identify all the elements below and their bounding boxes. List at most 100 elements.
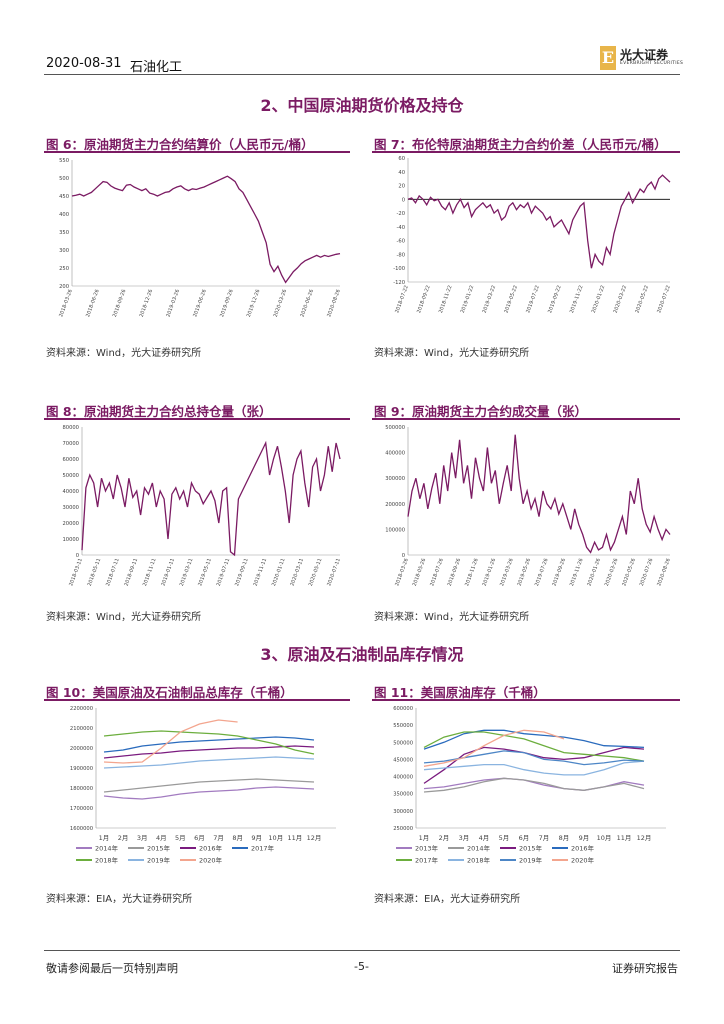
figure-8-title: 图 8：原油期货主力合约总持仓量（张）: [46, 404, 272, 419]
x-tick-label: 9月: [579, 834, 590, 842]
y-tick-label: 400000: [393, 775, 413, 781]
y-tick-label: 20000: [62, 521, 79, 527]
y-tick-label: 20: [398, 184, 405, 190]
x-tick-label: 2020-08-26: [326, 289, 342, 318]
y-tick-label: 80000: [62, 425, 79, 431]
y-tick-label: 600000: [393, 706, 413, 712]
logo-subtitle: EVERBRIGHT SECURITIES: [620, 61, 684, 66]
y-tick-label: 2200000: [70, 706, 93, 712]
y-tick-label: 30000: [62, 505, 79, 511]
x-tick-label: 2018-03-26: [394, 558, 410, 587]
y-tick-label: 250000: [393, 826, 413, 832]
x-tick-label: 7月: [539, 834, 550, 842]
x-tick-label: 2019-05-26: [517, 558, 533, 587]
x-tick-label: 4月: [156, 834, 167, 842]
x-tick-label: 2020-03-26: [604, 558, 620, 587]
figure-10-rule: [44, 699, 350, 701]
y-tick-label: 300000: [385, 476, 405, 482]
y-tick-label: 450: [59, 194, 69, 200]
legend-label: 2017年: [415, 856, 439, 865]
legend-label: 2014年: [95, 844, 119, 853]
x-tick-label: 2019-11-11: [253, 558, 269, 587]
figure-9-chart: 500000 400000 300000 200000 100000 02018-03-2…: [385, 425, 672, 587]
x-tick-label: 1月: [419, 834, 430, 842]
legend-label: 2015年: [147, 844, 171, 853]
series-line-2017年: [103, 736, 315, 753]
x-tick-label: 2018-11-22: [438, 285, 454, 314]
series-line-2019年: [103, 756, 315, 769]
y-tick-label: 1700000: [70, 806, 93, 812]
x-tick-label: 2019-05-11: [197, 558, 213, 587]
y-tick-label: 1600000: [70, 826, 93, 832]
x-tick-label: 2019-12-26: [246, 289, 262, 318]
y-tick-label: 2100000: [70, 726, 93, 732]
y-tick-label: -20: [397, 211, 405, 217]
y-tick-label: 60: [398, 156, 405, 162]
x-tick-label: 5月: [175, 834, 186, 842]
x-tick-label: 2018-07-11: [105, 558, 121, 587]
y-tick-label: -100: [393, 266, 405, 272]
figure-8-source: 资料来源：Wind，光大证券研究所: [46, 612, 202, 623]
figure-8-chart: 80000 70000 60000 50000 40000 30000 20000 10000…: [62, 425, 341, 587]
x-tick-label: 6月: [519, 834, 530, 842]
x-tick-label: 2019-09-26: [219, 289, 235, 318]
x-tick-label: 2018-11-26: [464, 558, 480, 587]
series-line-2020年: [423, 729, 565, 767]
y-tick-label: 1900000: [70, 766, 93, 772]
figure-11-source: 资料来源：EIA，光大证券研究所: [374, 894, 521, 905]
x-tick-label: 2018-05-26: [412, 558, 428, 587]
x-tick-label: 2019-07-26: [534, 558, 550, 587]
x-tick-label: 2020-01-22: [591, 285, 607, 314]
figure-9-source: 资料来源：Wind，光大证券研究所: [374, 612, 530, 623]
series-line-f7: [407, 174, 671, 269]
x-tick-label: 2019-05-22: [503, 285, 519, 314]
x-tick-label: 2018-09-26: [112, 289, 128, 318]
y-tick-label: 350: [59, 230, 69, 236]
x-tick-label: 2018-03-26: [58, 289, 74, 318]
y-tick-label: 50000: [62, 473, 79, 479]
figure-9-rule: [372, 418, 680, 420]
legend-label: 2014年: [467, 844, 491, 853]
y-tick-label: 0: [76, 553, 79, 559]
series-line-2018年: [423, 760, 645, 776]
y-tick-label: 450000: [393, 757, 413, 763]
x-tick-label: 5月: [499, 834, 510, 842]
report-date: 2020-08-31: [46, 56, 122, 71]
y-tick-label: 2000000: [70, 746, 93, 752]
x-tick-label: 11月: [617, 834, 632, 842]
x-tick-label: 2018-09-11: [124, 558, 140, 587]
series-line-f9: [407, 434, 671, 554]
figure-6-rule: [44, 151, 350, 153]
y-tick-label: 40: [398, 170, 405, 176]
y-tick-label: -120: [393, 280, 405, 286]
x-tick-label: 2019-01-26: [482, 558, 498, 587]
figure-10-source: 资料来源：EIA，光大证券研究所: [46, 894, 193, 905]
x-tick-label: 1月: [99, 834, 110, 842]
x-tick-label: 2020-05-22: [634, 285, 650, 314]
legend-label: 2018年: [95, 856, 119, 865]
y-tick-label: 1800000: [70, 786, 93, 792]
x-tick-label: 2019-01-11: [160, 558, 176, 587]
legend-label: 2020年: [571, 856, 595, 865]
x-tick-label: 2020-08-26: [656, 558, 672, 587]
x-tick-label: 2019-03-22: [482, 285, 498, 314]
footer-divider: [44, 950, 680, 951]
series-line-2014年: [423, 777, 645, 793]
x-tick-label: 8月: [559, 834, 570, 842]
y-tick-label: 100000: [385, 527, 405, 533]
x-tick-label: 3月: [137, 834, 148, 842]
y-tick-label: 40000: [62, 489, 79, 495]
figure-6-title: 图 6：原油期货主力合约结算价（人民币元/桶）: [46, 137, 314, 152]
x-tick-label: 12月: [637, 834, 652, 842]
x-tick-label: 2018-12-26: [139, 289, 155, 318]
section-title-2: 2、中国原油期货价格及持仓: [260, 96, 464, 115]
y-tick-label: 500: [59, 176, 69, 182]
x-tick-label: 2018-06-26: [85, 289, 101, 318]
y-tick-label: 550: [59, 158, 69, 164]
x-tick-label: 10月: [268, 834, 283, 842]
x-tick-label: 2019-11-26: [569, 558, 585, 587]
y-tick-label: 500000: [393, 740, 413, 746]
y-tick-label: 200: [59, 284, 69, 290]
y-tick-label: 0: [402, 197, 405, 203]
